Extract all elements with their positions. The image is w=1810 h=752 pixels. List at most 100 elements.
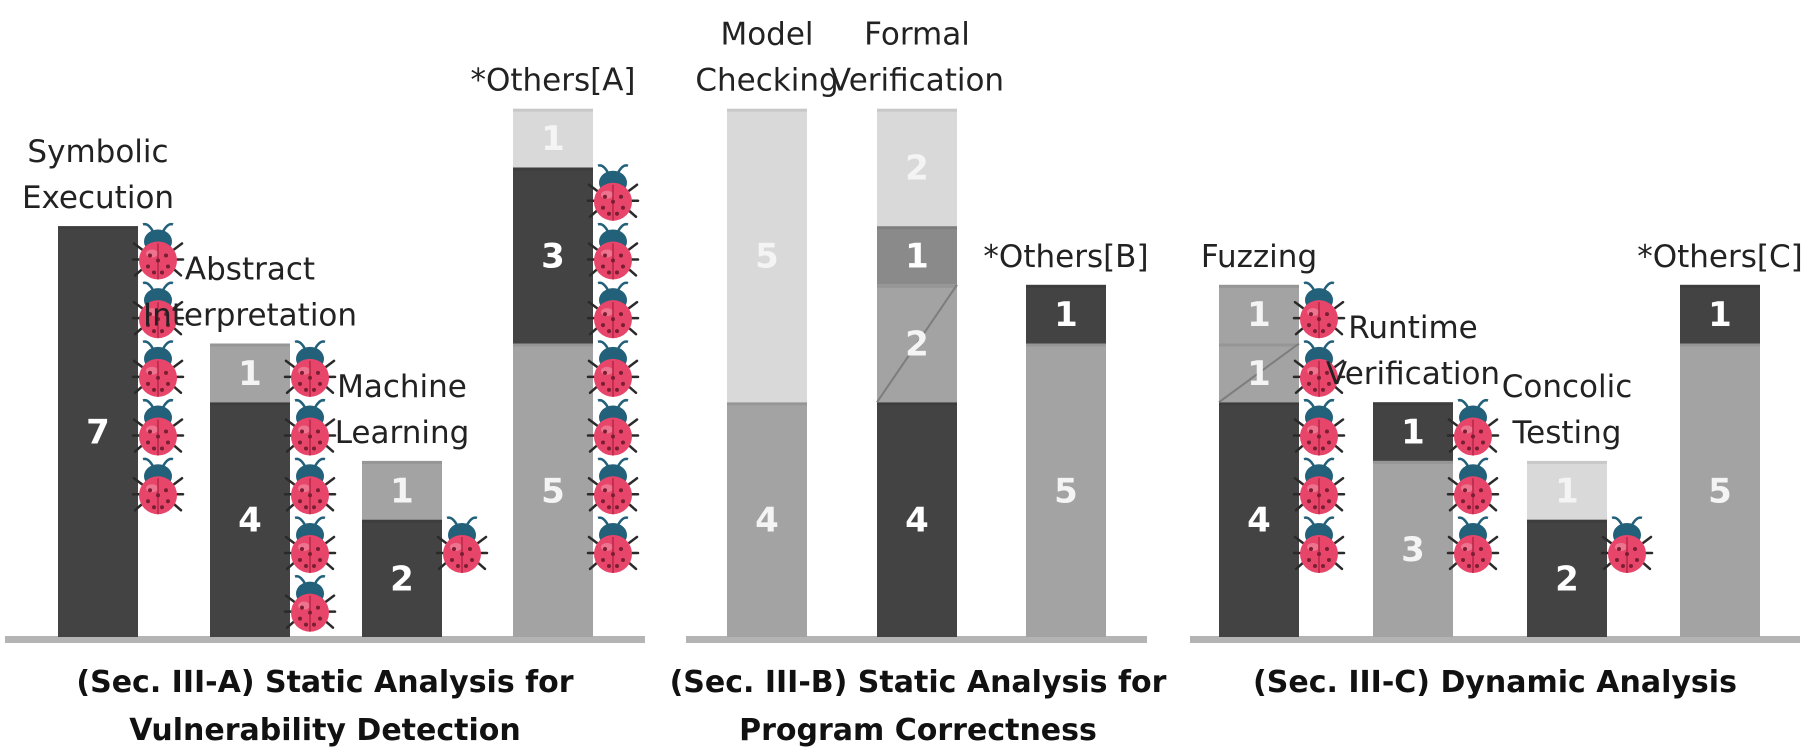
bug-spot bbox=[1327, 440, 1331, 445]
segment-edge bbox=[877, 402, 957, 406]
bug-leg bbox=[172, 418, 184, 427]
bug-antenna bbox=[1457, 516, 1470, 526]
bug-spot bbox=[621, 205, 625, 210]
bar-1-2: 4 1 Abstract Interpretation bbox=[143, 252, 357, 637]
bug-antenna bbox=[616, 164, 629, 174]
bug-antenna bbox=[294, 516, 307, 526]
bug-spot bbox=[304, 563, 308, 568]
bug-spot bbox=[312, 387, 316, 392]
bug-leg bbox=[284, 535, 296, 545]
bug-spot bbox=[1467, 563, 1471, 568]
bug-spot bbox=[312, 505, 316, 510]
bug-spot bbox=[156, 317, 160, 322]
bug-spot bbox=[611, 199, 615, 204]
bug-spot bbox=[1309, 370, 1313, 375]
bar-2-1: 4 5 Model Checking bbox=[695, 17, 839, 637]
bug-spot bbox=[464, 563, 468, 568]
bug-antenna bbox=[294, 340, 307, 350]
bug-antenna bbox=[465, 516, 478, 526]
segment-value-label: 1 bbox=[1401, 413, 1425, 453]
bug-antenna bbox=[597, 164, 610, 174]
bug-spot bbox=[611, 551, 615, 556]
category-label: *Others[A] bbox=[470, 63, 635, 99]
bug-spot bbox=[146, 440, 150, 445]
bug-spot bbox=[318, 440, 322, 445]
ladybug-icon bbox=[283, 516, 337, 573]
segment-edge bbox=[210, 343, 290, 347]
bug-antenna bbox=[616, 222, 629, 233]
ladybug-icon bbox=[1292, 516, 1346, 573]
bug-leg bbox=[324, 535, 336, 545]
ladybug-icon bbox=[131, 281, 185, 339]
bug-antenna bbox=[616, 281, 629, 291]
bar-segment bbox=[1680, 343, 1760, 637]
bug-antenna bbox=[161, 340, 174, 350]
bug-spot bbox=[615, 563, 619, 568]
bug-spot bbox=[146, 323, 150, 328]
bug-antenna bbox=[161, 457, 174, 467]
bug-spot bbox=[300, 429, 304, 434]
bug-spot bbox=[304, 446, 308, 451]
bug-spot bbox=[611, 434, 615, 439]
bug-spot bbox=[316, 546, 320, 551]
segment-value-label: 1 bbox=[1247, 354, 1271, 394]
bug-antenna bbox=[1303, 398, 1316, 409]
ladybug-icon bbox=[131, 457, 185, 515]
bug-shine bbox=[601, 249, 613, 258]
bug-spot bbox=[1475, 505, 1479, 510]
bug-spot bbox=[160, 505, 164, 510]
bug-spot bbox=[1327, 557, 1331, 562]
panel-title: Vulnerability Detection bbox=[129, 713, 521, 748]
ladybug-icon bbox=[435, 516, 489, 573]
bug-spot bbox=[603, 253, 607, 258]
bug-antenna bbox=[616, 340, 629, 350]
segment-edge bbox=[1026, 343, 1106, 347]
bug-spot bbox=[1461, 557, 1465, 562]
bug-leg bbox=[587, 300, 599, 310]
bug-spot bbox=[166, 381, 170, 386]
bar-segment bbox=[877, 108, 957, 227]
bug-antenna bbox=[313, 398, 326, 409]
bar-3-3: 2 1 Concolic Testing bbox=[1502, 369, 1654, 637]
bug-leg bbox=[132, 477, 144, 486]
bar-segment bbox=[513, 167, 593, 344]
segment-diagonal bbox=[876, 284, 958, 403]
bug-spot bbox=[146, 499, 150, 504]
bug-antenna bbox=[1476, 398, 1489, 409]
category-label: Execution bbox=[22, 180, 174, 216]
bug-spot bbox=[160, 446, 164, 451]
bar-1-4: 5 3 1 *Others[A] bbox=[470, 63, 640, 637]
category-label: Formal bbox=[864, 17, 970, 53]
segment-value-label: 1 bbox=[1555, 471, 1579, 511]
bug-leg bbox=[587, 183, 599, 192]
ladybug-icon bbox=[1600, 516, 1654, 573]
bug-antenna bbox=[142, 340, 155, 350]
bug-leg bbox=[1333, 418, 1345, 427]
bug-spot bbox=[1471, 551, 1475, 556]
bug-spot bbox=[312, 622, 316, 627]
bug-leg bbox=[1601, 535, 1613, 545]
bug-spot bbox=[619, 429, 623, 434]
bug-spot bbox=[318, 557, 322, 562]
bug-spot bbox=[621, 264, 625, 269]
bug-shine bbox=[1461, 484, 1473, 493]
bug-spot bbox=[603, 546, 607, 551]
bug-spot bbox=[1309, 429, 1313, 434]
bug-spot bbox=[615, 387, 619, 392]
bug-spot bbox=[1635, 557, 1639, 562]
bug-leg bbox=[1641, 535, 1653, 545]
bug-antenna bbox=[1322, 281, 1335, 291]
panel-title: (Sec. III-B) Static Analysis for bbox=[670, 665, 1167, 700]
segment-value-label: 3 bbox=[541, 236, 565, 276]
bar-3-1: 4 1 1 Fuzzing bbox=[1201, 239, 1346, 637]
segment-edge bbox=[513, 343, 593, 347]
bug-antenna bbox=[1322, 516, 1335, 526]
bug-spot bbox=[1307, 499, 1311, 504]
segment-edge bbox=[727, 402, 807, 406]
segment-diagonal bbox=[1218, 342, 1300, 404]
bug-spot bbox=[1321, 387, 1325, 392]
bug-spot bbox=[1481, 440, 1485, 445]
bug-spot bbox=[164, 429, 168, 434]
bar-1-1: 7 Symbolic Execution bbox=[22, 134, 185, 637]
bug-spot bbox=[1321, 446, 1325, 451]
